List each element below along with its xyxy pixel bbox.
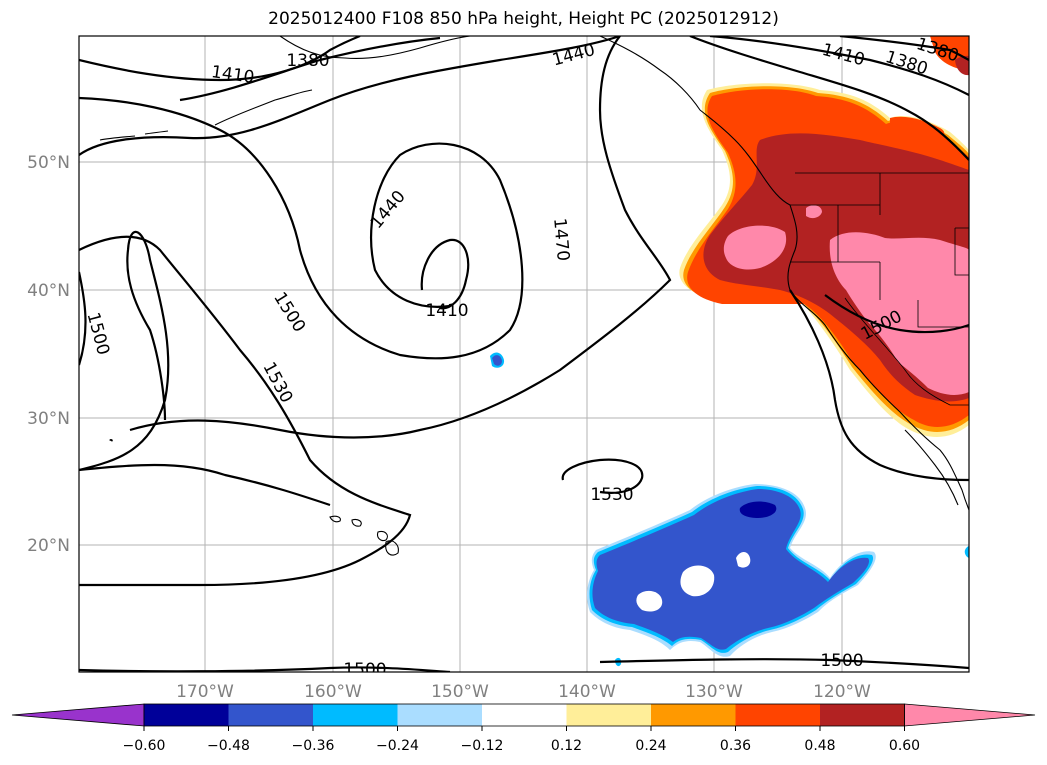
anomaly-fill-0.60-west: [723, 225, 787, 270]
contour-1530-east: [789, 289, 969, 482]
map-content: 1380 1410 1440 1440 1410 1380 1380 1410 …: [79, 36, 969, 680]
colorbar-segment-6: [566, 704, 651, 726]
colorbar-extension-max: [904, 703, 1036, 727]
colorbar-segment-8: [735, 704, 820, 726]
contour-1440-north: [79, 36, 621, 156]
anomaly-fill-northeast-core: [955, 55, 969, 76]
contour-1500-south-west: [79, 463, 331, 507]
coastline-aleutian-chain: [214, 89, 313, 126]
contour-1440-trough: [79, 96, 524, 360]
anomaly-spot-west-core: [492, 355, 502, 366]
contour-label-1500-se: 1500: [820, 651, 863, 671]
contour-label-1380-nw: 1380: [286, 51, 329, 71]
lon-label-170w: 170°W: [176, 682, 234, 702]
contour-1470: [129, 36, 672, 439]
anomaly-fill-0.60-small: [806, 205, 822, 219]
anomaly-fill-minus-0.36: [592, 489, 870, 650]
map-title: 2025012400 F108 850 hPa height, Height P…: [268, 9, 779, 29]
height-contours: [79, 36, 969, 672]
coastline-small-island: [109, 439, 113, 442]
colorbar-tick-label: 0.12: [551, 738, 582, 754]
latitude-labels: 50°N 40°N 30°N 20°N: [27, 153, 70, 556]
anomaly-hole-3: [736, 552, 751, 568]
lon-label-150w: 150°W: [431, 682, 489, 702]
colorbar-tick-label: −0.12: [461, 738, 504, 754]
contour-label-1530-c: 1530: [590, 485, 633, 505]
contour-1530-central: [561, 458, 644, 494]
colorbar-segment-9: [820, 704, 905, 726]
lat-label-20n: 20°N: [27, 536, 70, 556]
colorbar-tick-label: −0.60: [123, 738, 166, 754]
coastline-baja: [904, 429, 959, 506]
contour-1380-northeast: [839, 36, 969, 61]
lat-label-40n: 40°N: [27, 281, 70, 301]
colorbar-tick-label: −0.24: [376, 738, 419, 754]
colorbar-tick-label: 0.24: [635, 738, 666, 754]
colorbar-ticks: [143, 726, 905, 731]
colorbar-tick-label: 0.36: [720, 738, 751, 754]
contour-label-1410-trough: 1410: [425, 301, 468, 321]
colorbar-segment-2: [228, 704, 313, 726]
colorbar-tick-label: 0.60: [889, 738, 920, 754]
border-us-states: [790, 173, 969, 406]
contour-label-1470: 1470: [549, 217, 573, 262]
colorbar-tick-label: 0.48: [804, 738, 835, 754]
contour-label-1500-s: 1500: [343, 660, 386, 680]
contour-1380-east: [709, 36, 969, 96]
colorbar-segment-1: [144, 704, 229, 726]
colorbar-tick-labels: −0.60 −0.48 −0.36 −0.24 −0.12 0.12 0.24 …: [123, 738, 921, 754]
map-frame: [78, 35, 970, 673]
lat-label-50n: 50°N: [27, 153, 70, 173]
contour-1500-south: [79, 666, 451, 672]
coastline-western-islands: [99, 130, 169, 141]
colorbar-extension-min: [11, 703, 145, 727]
longitude-labels: 170°W 160°W 150°W 140°W 130°W 120°W: [176, 682, 871, 702]
negative-anomaly-region: [490, 352, 969, 667]
contour-1500-southeast: [599, 658, 969, 670]
political-borders: [790, 172, 969, 406]
colorbar-tick-label: −0.36: [292, 738, 335, 754]
lon-label-130w: 130°W: [685, 682, 743, 702]
colorbar-segment-3: [313, 704, 398, 726]
contour-1380-north: [179, 36, 441, 102]
contour-1410-east: [689, 36, 969, 161]
colorbar-segment-4: [397, 704, 482, 726]
anomaly-hole-2: [680, 565, 715, 597]
colorbar-tick-label: −0.48: [207, 738, 250, 754]
colorbar-frame: [143, 703, 905, 727]
lon-label-120w: 120°W: [813, 682, 871, 702]
anomaly-spot-east: [964, 546, 969, 558]
colorbar-segment-5: [482, 704, 567, 726]
coastline-west-coast: [599, 36, 969, 511]
contour-1410-north: [79, 36, 361, 82]
colorbar: −0.60 −0.48 −0.36 −0.24 −0.12 0.12 0.24 …: [11, 703, 1036, 754]
lon-label-140w: 140°W: [558, 682, 616, 702]
lat-label-30n: 30°N: [27, 409, 70, 429]
coastline-aleutians: [279, 36, 471, 59]
lon-label-160w: 160°W: [304, 682, 362, 702]
contour-1500-east: [824, 294, 969, 334]
contour-1410-trough: [420, 238, 470, 310]
anomaly-fill-0.60-east: [829, 232, 969, 395]
coastline-hawaii: [329, 515, 399, 556]
border-east-states: [954, 227, 969, 276]
contour-1530-west: [79, 235, 412, 587]
anomaly-hole-1: [636, 590, 663, 612]
anomaly-fill-north: [890, 116, 945, 140]
anomaly-fill-minus-0.48: [739, 501, 777, 518]
colorbar-segment-7: [651, 704, 736, 726]
coastlines: [99, 36, 969, 556]
